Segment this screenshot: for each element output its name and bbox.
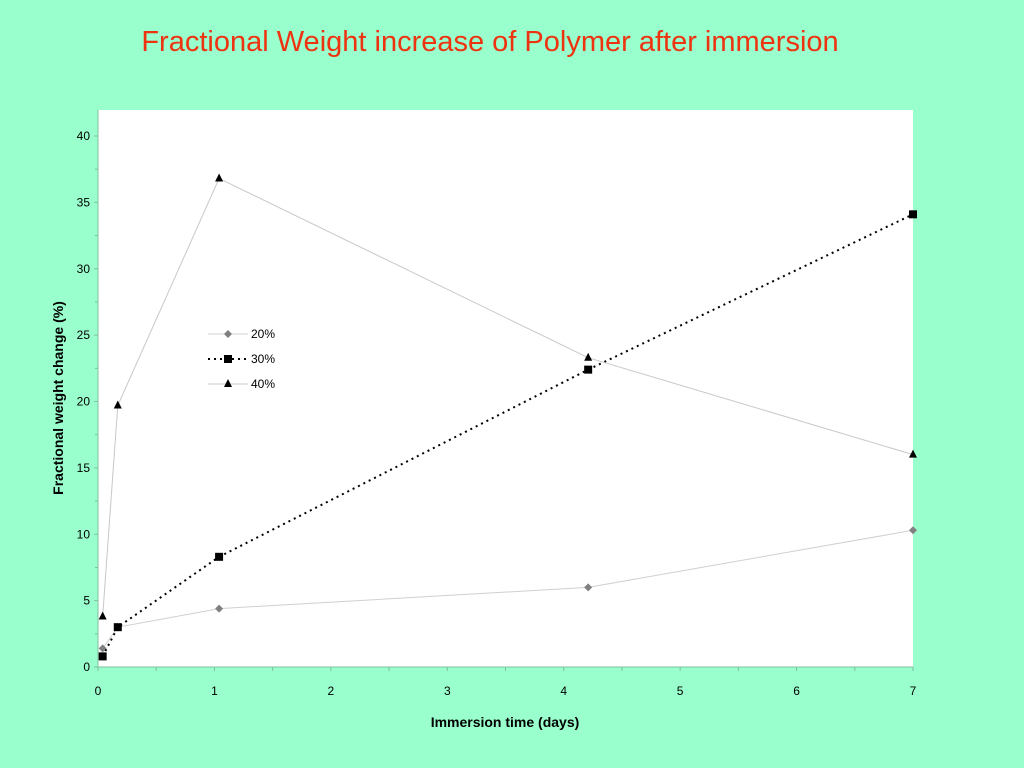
triangle-marker bbox=[113, 400, 122, 409]
slide-title: Fractional Weight increase of Polymer af… bbox=[141, 26, 839, 58]
x-tick-label: 4 bbox=[560, 684, 567, 698]
legend-label: 30% bbox=[251, 352, 275, 366]
diamond-marker bbox=[584, 583, 593, 592]
diamond-marker bbox=[909, 526, 917, 535]
triangle-icon bbox=[224, 379, 232, 387]
triangle-marker bbox=[584, 352, 593, 361]
x-tick-label: 1 bbox=[211, 684, 218, 698]
series-group bbox=[98, 173, 917, 661]
y-tick-label: 10 bbox=[77, 527, 91, 541]
x-tick-label: 7 bbox=[910, 684, 917, 698]
diamond-marker bbox=[215, 604, 224, 613]
legend-label: 20% bbox=[251, 327, 275, 341]
square-marker bbox=[215, 552, 224, 561]
x-tick-label: 2 bbox=[328, 684, 335, 698]
triangle-marker bbox=[215, 173, 224, 182]
legend-item-40pct: 40% bbox=[208, 377, 275, 391]
plot-area bbox=[98, 110, 913, 667]
legend-label: 40% bbox=[251, 377, 275, 391]
y-tick-label: 30 bbox=[77, 262, 91, 276]
x-tick-label: 0 bbox=[95, 684, 102, 698]
square-icon bbox=[224, 355, 232, 363]
y-tick-label: 15 bbox=[77, 461, 91, 475]
legend-item-30pct: 30% bbox=[208, 352, 275, 366]
x-tick-label: 3 bbox=[444, 684, 451, 698]
y-tick-label: 35 bbox=[77, 195, 91, 209]
square-marker bbox=[113, 623, 122, 632]
axes: 0 5 10 15 20 25 30 35 40 0 1 2 3 4 5 6 7 bbox=[77, 110, 917, 698]
y-axis-title: Fractional weight change (%) bbox=[50, 301, 66, 495]
y-tick-label: 20 bbox=[77, 395, 91, 409]
x-tick-label: 6 bbox=[793, 684, 800, 698]
diamond-icon bbox=[224, 330, 232, 338]
x-tick-label: 5 bbox=[677, 684, 684, 698]
series-40pct bbox=[98, 173, 917, 620]
legend-item-20pct: 20% bbox=[208, 327, 275, 341]
series-30pct bbox=[98, 210, 917, 661]
y-tick-label: 0 bbox=[83, 660, 90, 674]
triangle-marker bbox=[909, 449, 917, 458]
square-marker bbox=[98, 652, 107, 661]
y-tick-label: 5 bbox=[83, 594, 90, 608]
square-marker bbox=[584, 365, 593, 374]
x-axis-title: Immersion time (days) bbox=[431, 714, 580, 730]
y-tick-label: 25 bbox=[77, 328, 91, 342]
y-tick-label: 40 bbox=[77, 129, 91, 143]
square-marker bbox=[909, 210, 917, 219]
triangle-marker bbox=[98, 611, 107, 620]
legend: 20% 30% 40% bbox=[208, 327, 275, 391]
